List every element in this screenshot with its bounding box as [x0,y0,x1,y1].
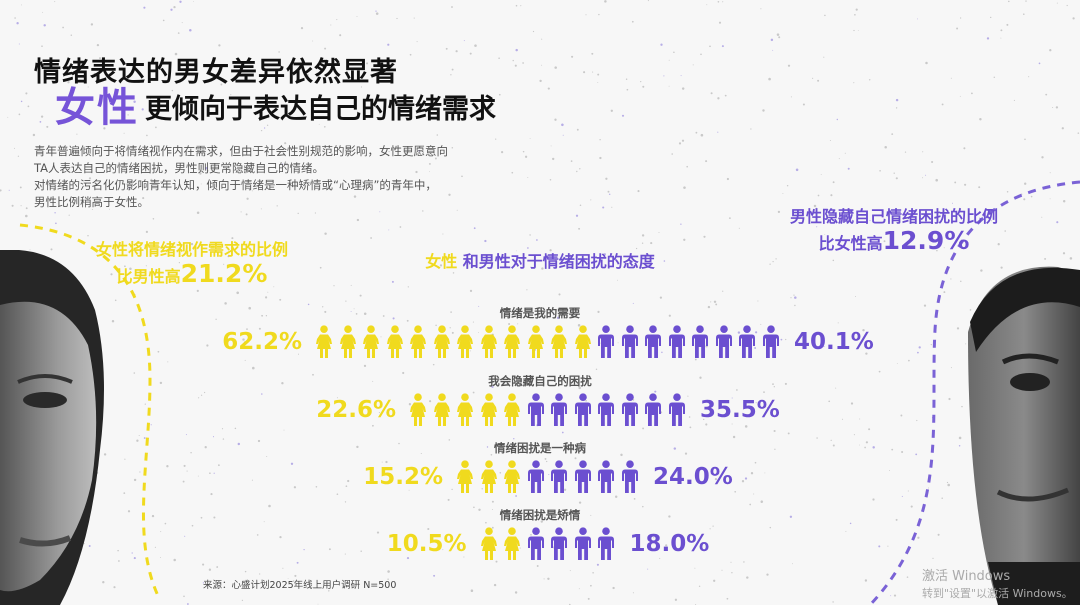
male-person-icon [667,393,687,427]
female-person-icon [455,393,475,427]
male-person-icon [737,325,757,359]
description-line: 青年普遍倾向于将情绪视作内在需求，但由于社会性别规范的影响，女性更愿意向 [34,144,448,158]
male-person-icon [596,393,616,427]
female-person-icon [526,325,546,359]
male-person-icon [667,325,687,359]
male-person-icon [573,527,593,561]
male-value-label: 35.5% [700,397,780,423]
category-label: 情绪是我的需要 [499,306,581,320]
male-person-icon [714,325,734,359]
male-person-icon [690,325,710,359]
female-person-icon [502,527,522,561]
chart-title-rest: 和男性对于情绪困扰的态度 [457,252,655,271]
male-person-icon [549,460,569,494]
female-value-label: 15.2% [363,464,443,490]
female-person-icon [432,393,452,427]
male-portrait [968,266,1080,605]
male-callout-line2: 比女性高12.9% [790,226,998,256]
male-callout: 男性隐藏自己情绪困扰的比例 比女性高12.9% [790,205,998,256]
male-person-icon [526,460,546,494]
male-person-icon [596,325,616,359]
source-note: 来源：心盛计划2025年线上用户调研 N=500 [203,580,397,591]
chart-title-female: 女性 [425,252,458,271]
male-person-icon [526,527,546,561]
female-person-icon [549,325,569,359]
male-person-icon [596,527,616,561]
male-person-icon [643,325,663,359]
female-callout-prefix: 比男性高 [116,267,181,286]
female-person-icon [338,325,358,359]
female-person-icon [408,325,428,359]
female-person-icon [455,460,475,494]
male-person-icon [596,460,616,494]
subtitle: 女性 更倾向于表达自己的情绪需求 [55,86,496,130]
male-person-icon [620,460,640,494]
female-person-icon [455,325,475,359]
eye [23,392,67,408]
male-value-label: 24.0% [653,464,733,490]
category-label: 情绪困扰是一种病 [494,441,586,455]
male-person-icon [620,325,640,359]
female-callout: 女性将情绪视作需求的比例 比男性高21.2% [96,238,288,289]
female-portrait [0,250,104,605]
female-person-icon [408,393,428,427]
female-person-icon [502,460,522,494]
description-line: TA人表达自己的情绪困扰，男性则更常隐藏自己的情绪。 [34,161,324,175]
female-person-icon [573,325,593,359]
windows-watermark: 激活 Windows 转到"设置"以激活 Windows。 [922,568,1073,602]
female-person-icon [432,325,452,359]
chart-title: 女性 和男性对于情绪困扰的态度 [0,248,1080,272]
male-person-icon [761,325,781,359]
male-callout-line1: 男性隐藏自己情绪困扰的比例 [790,207,999,226]
male-person-icon [573,460,593,494]
subtitle-emphasis: 女性 [55,85,139,131]
female-person-icon [314,325,334,359]
watermark-line1: 激活 Windows [922,569,1011,584]
female-callout-line2: 比男性高21.2% [96,259,288,289]
male-person-icon [620,393,640,427]
category-label: 我会隐藏自己的困扰 [488,374,592,388]
male-person-icon [549,393,569,427]
category-label: 情绪困扰是矫情 [499,508,581,522]
male-value-label: 18.0% [629,531,710,557]
description-line: 男性比例稍高于女性。 [34,195,149,209]
female-value-label: 10.5% [386,531,467,557]
male-callout-value: 12.9% [882,226,970,255]
female-callout-value: 21.2% [180,259,268,288]
female-person-icon [479,527,499,561]
watermark-line2: 转到"设置"以激活 Windows。 [922,587,1073,600]
female-person-icon [385,325,405,359]
male-person-icon [549,527,569,561]
male-person-icon [643,393,663,427]
female-person-icon [479,325,499,359]
female-person-icon [502,325,522,359]
female-value-label: 22.6% [316,397,396,423]
description-line: 对情绪的污名化仍影响青年认知，倾向于情绪是一种矫情或“心理病”的青年中， [34,178,437,192]
female-callout-line1: 女性将情绪视作需求的比例 [96,240,289,259]
female-person-icon [361,325,381,359]
female-person-icon [502,393,522,427]
page-title: 情绪表达的男女差异依然显著 [34,57,398,88]
eye [1010,373,1050,391]
female-person-icon [479,393,499,427]
female-person-icon [479,460,499,494]
male-value-label: 40.1% [794,329,874,355]
male-person-icon [526,393,546,427]
subtitle-text: 更倾向于表达自己的情绪需求 [145,94,496,125]
male-callout-prefix: 比女性高 [818,234,883,253]
male-person-icon [573,393,593,427]
female-value-label: 62.2% [222,329,302,355]
description: 青年普遍倾向于将情绪视作内在需求，但由于社会性别规范的影响，女性更愿意向 TA人… [34,143,504,211]
